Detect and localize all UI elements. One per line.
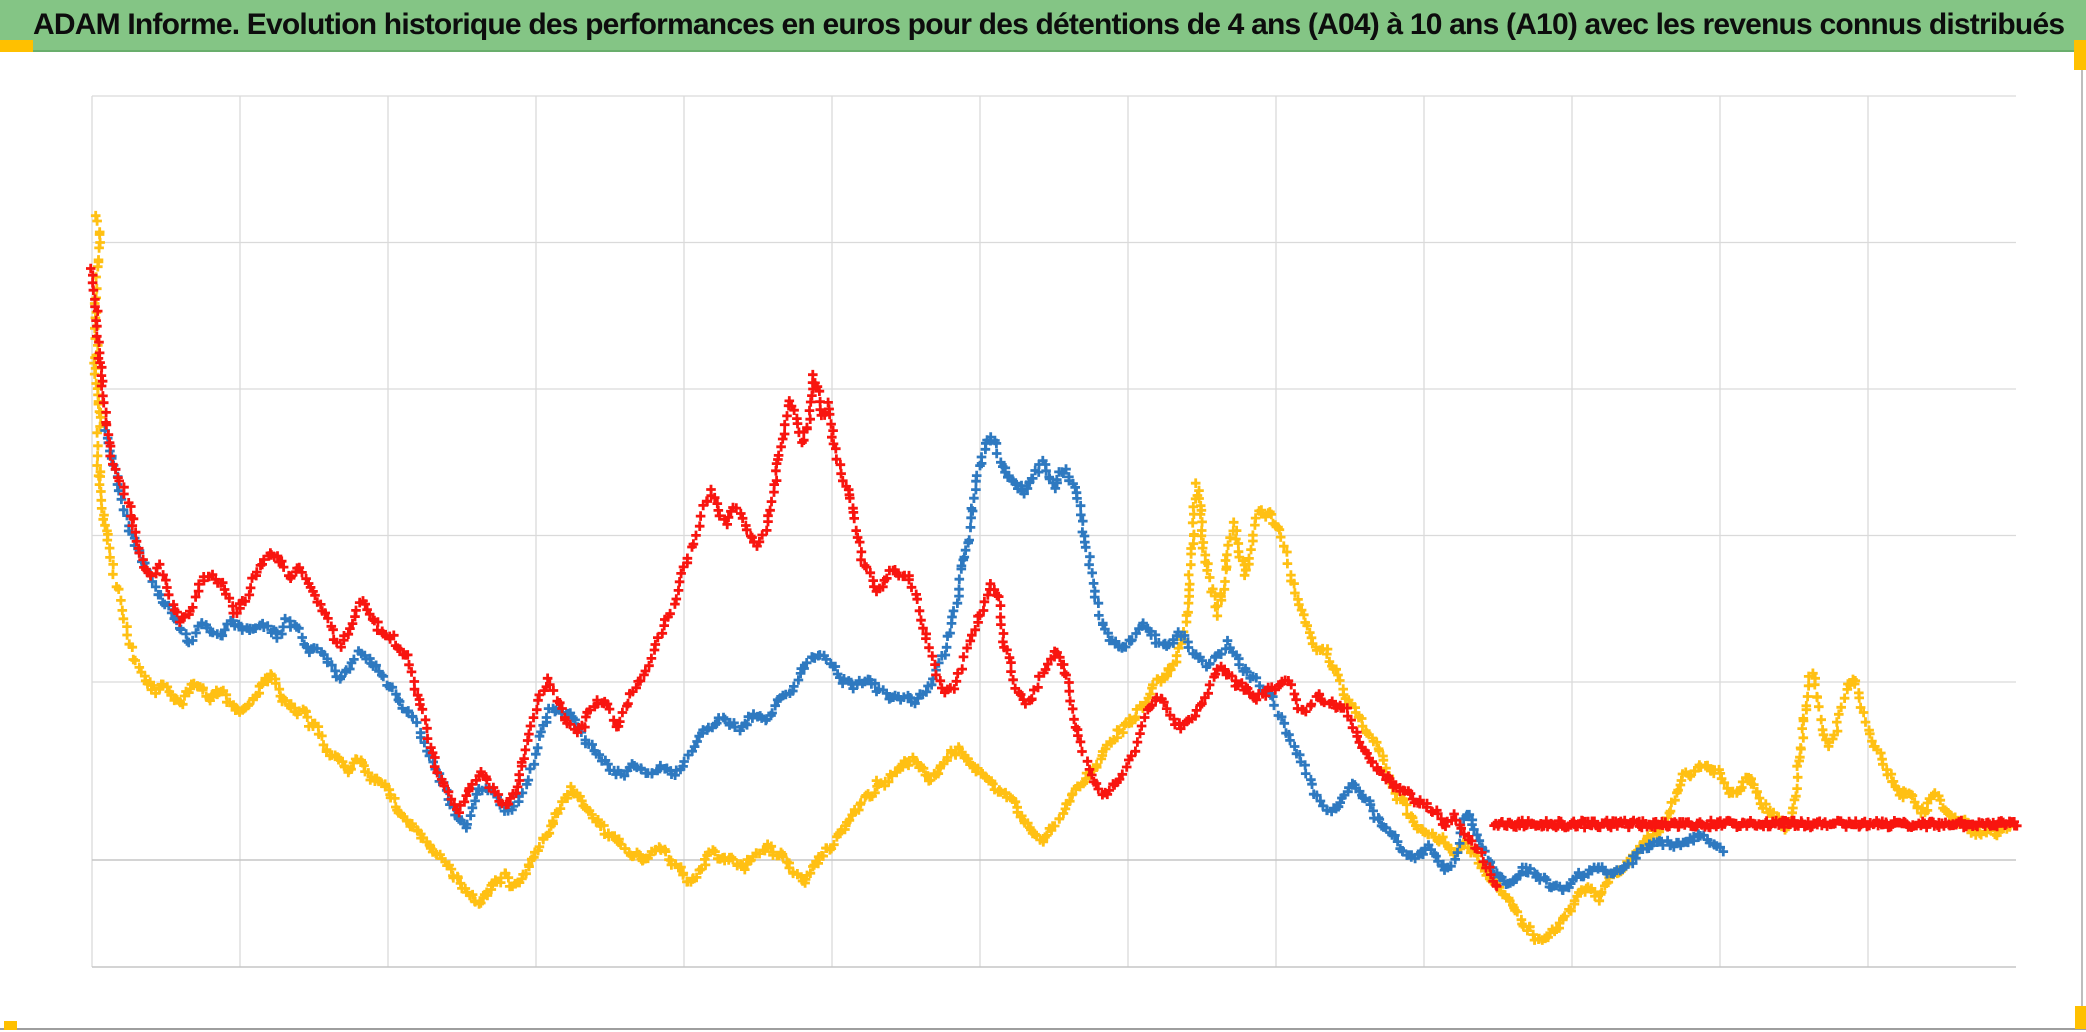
chart-title-bar: ADAM Informe. Evolution historique des p…	[0, 0, 2086, 52]
chart-frame-right-border	[2081, 50, 2083, 1008]
selection-handle-top-left[interactable]	[0, 40, 33, 52]
selection-handle-bottom-right[interactable]	[2075, 1006, 2086, 1029]
selection-handle-top-right[interactable]	[2074, 40, 2086, 70]
chart-title: ADAM Informe. Evolution historique des p…	[33, 8, 2065, 41]
chart-frame-bottom-border	[0, 1028, 2086, 1030]
selection-handle-bottom-left[interactable]	[4, 1021, 17, 1030]
chart-plot-area[interactable]	[0, 54, 2086, 1032]
